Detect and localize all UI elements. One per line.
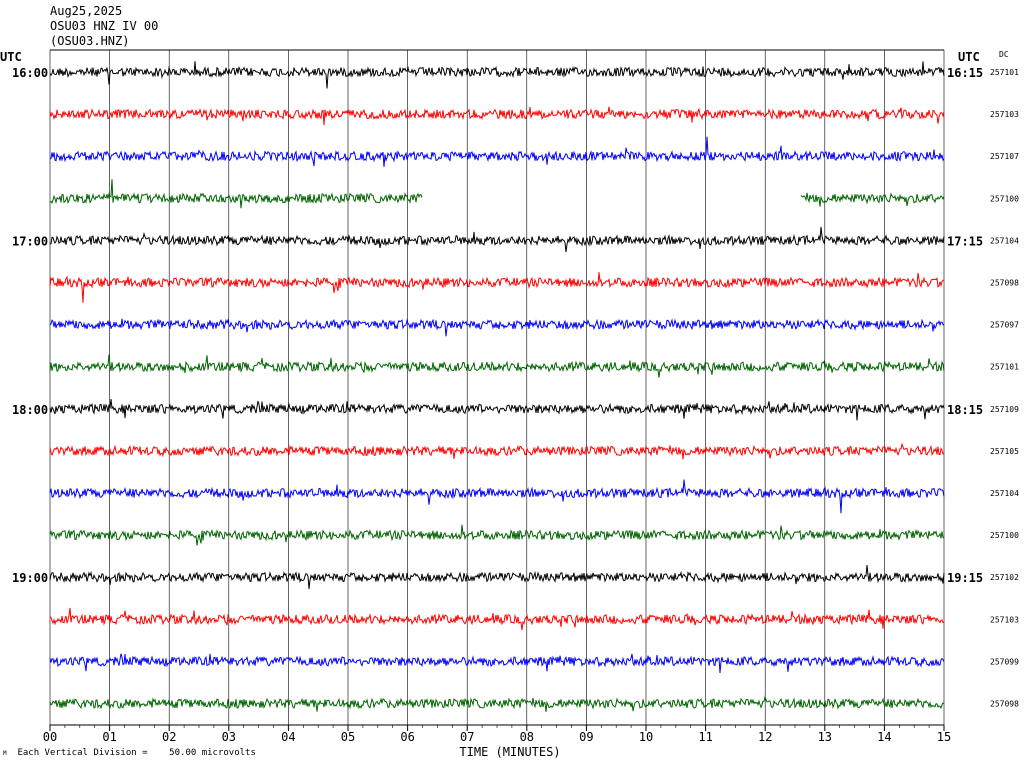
x-tick-label: 13 <box>818 730 832 744</box>
trace-line <box>49 318 945 337</box>
dc-value: 257100 <box>990 531 1019 540</box>
trace-line <box>49 61 945 89</box>
trace-line <box>49 479 945 514</box>
dc-header: DC <box>999 50 1009 59</box>
dc-value: 257109 <box>990 405 1019 414</box>
trace-line <box>49 179 945 209</box>
dc-value: 257098 <box>990 279 1019 288</box>
dc-value: 257101 <box>990 363 1019 372</box>
x-tick-label: 00 <box>43 730 57 744</box>
plot-frame <box>49 49 945 731</box>
dc-value: 257098 <box>990 700 1019 709</box>
x-tick-label: 05 <box>341 730 355 744</box>
left-axis-title: UTC <box>0 50 22 64</box>
corner-mark: M <box>3 750 7 757</box>
x-tick-label: 10 <box>639 730 653 744</box>
trace-line <box>49 695 945 712</box>
x-tick-label: 04 <box>281 730 295 744</box>
dc-value: 257100 <box>990 194 1019 203</box>
trace-lines <box>49 61 945 712</box>
x-tick-label: 06 <box>400 730 414 744</box>
x-tick-label: 08 <box>520 730 534 744</box>
dc-value: 257097 <box>990 321 1019 330</box>
trace-line <box>49 136 945 167</box>
station-line: OSU03 HNZ IV 00 <box>50 19 159 33</box>
left-time-label: 18:00 <box>12 403 48 417</box>
trace-line <box>49 106 945 126</box>
right-time-label: 18:15 <box>947 403 983 417</box>
scale-note-text: Each Vertical Division = 50.00 microvolt… <box>17 748 256 758</box>
station-code: (OSU03.HNZ) <box>50 34 130 48</box>
trace-line <box>49 226 945 253</box>
trace-line <box>49 607 945 631</box>
date-label: Aug25,2025 <box>50 4 123 18</box>
trace-line <box>49 653 945 674</box>
x-tick-label: 03 <box>222 730 236 744</box>
right-time-label: 19:15 <box>947 571 983 585</box>
dc-value: 257103 <box>990 110 1019 119</box>
dc-value: 257107 <box>990 152 1019 161</box>
x-axis-label: TIME (MINUTES) <box>459 745 560 759</box>
dc-value: 257105 <box>990 447 1019 456</box>
grid-lines <box>49 50 945 725</box>
right-time-label: 16:15 <box>947 66 983 80</box>
trace-line <box>49 399 945 421</box>
x-tick-label: 07 <box>460 730 474 744</box>
x-tick-label: 14 <box>877 730 891 744</box>
dc-value: 257101 <box>990 68 1019 77</box>
x-tick-label: 12 <box>758 730 772 744</box>
axis-labels: 00 01 02 03 04 05 06 07 08 09 10 11 12 13 14 15 UTC UTC DC… <box>0 50 1019 759</box>
right-axis-title: UTC <box>958 50 980 64</box>
dc-value: 257104 <box>990 236 1019 245</box>
x-tick-label: 11 <box>698 730 712 744</box>
trace-line <box>49 272 944 303</box>
trace-line <box>49 442 945 460</box>
dc-value: 257103 <box>990 615 1019 624</box>
scale-note: M Each Vertical Division = 50.00 microvo… <box>3 748 256 758</box>
x-tick-label: 15 <box>937 730 951 744</box>
right-time-label: 17:15 <box>947 234 983 248</box>
dc-value: 257102 <box>990 573 1019 582</box>
left-time-label: 17:00 <box>12 234 48 248</box>
x-tick-label: 09 <box>579 730 593 744</box>
dc-value: 257104 <box>990 489 1019 498</box>
dc-value: 257099 <box>990 657 1019 666</box>
trace-line <box>49 564 945 589</box>
left-time-label: 19:00 <box>12 571 48 585</box>
trace-line <box>49 524 945 546</box>
left-time-label: 16:00 <box>12 66 48 80</box>
trace-line <box>49 354 945 378</box>
x-tick-label: 02 <box>162 730 176 744</box>
x-tick-label: 01 <box>102 730 116 744</box>
